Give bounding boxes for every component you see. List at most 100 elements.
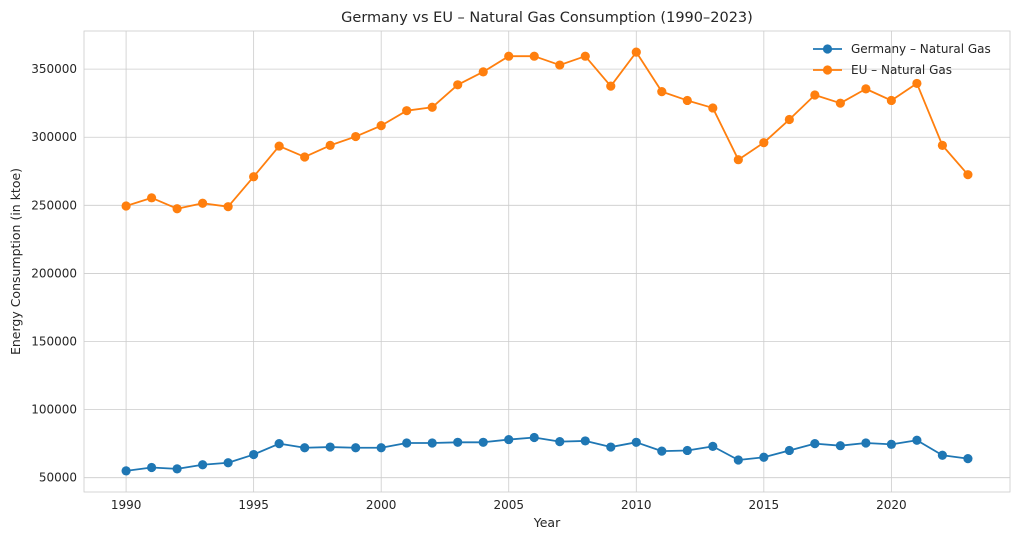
data-point — [147, 193, 157, 203]
x-tick-label: 2010 — [621, 498, 652, 512]
data-point — [606, 442, 616, 452]
legend: Germany – Natural Gas EU – Natural Gas — [813, 42, 991, 77]
x-axis-label: Year — [533, 515, 561, 530]
data-point — [300, 443, 310, 453]
data-point — [912, 435, 922, 445]
x-tick-label: 2015 — [749, 498, 780, 512]
data-point — [478, 437, 488, 447]
y-tick-label: 200000 — [31, 266, 77, 280]
y-tick-label: 250000 — [31, 198, 77, 212]
data-point — [733, 155, 743, 165]
data-point — [529, 51, 539, 61]
data-point — [376, 121, 386, 131]
data-point — [937, 450, 947, 460]
data-point — [937, 140, 947, 150]
legend-entry: EU – Natural Gas — [851, 63, 952, 77]
data-point — [784, 114, 794, 125]
data-point — [223, 202, 233, 212]
series-line — [125, 51, 969, 210]
grid — [84, 31, 1010, 492]
data-point — [147, 462, 157, 473]
data-point — [504, 434, 514, 445]
data-point — [121, 466, 131, 476]
x-tick-label: 1990 — [111, 498, 142, 512]
data-point — [708, 103, 718, 113]
series-0 — [121, 432, 973, 476]
data-point — [708, 441, 718, 451]
data-point — [861, 84, 871, 94]
data-point — [886, 95, 896, 106]
x-tick-label: 2000 — [366, 498, 397, 512]
data-point — [580, 436, 590, 446]
data-point — [325, 140, 335, 150]
data-point — [861, 438, 871, 448]
data-point — [912, 78, 922, 89]
series-layer — [121, 47, 973, 476]
data-point — [351, 131, 361, 142]
data-point — [784, 445, 794, 456]
y-tick-label: 50000 — [39, 471, 77, 485]
data-point — [631, 47, 641, 57]
data-point — [835, 98, 845, 108]
data-point — [121, 201, 131, 211]
data-point — [300, 152, 310, 162]
legend-marker — [822, 44, 833, 54]
data-point — [682, 95, 692, 106]
legend-entry: Germany – Natural Gas — [851, 42, 991, 56]
chart-title: Germany vs EU – Natural Gas Consumption … — [341, 10, 753, 26]
data-point — [427, 102, 437, 112]
data-point — [351, 443, 361, 453]
data-point — [402, 106, 412, 116]
plot-frame — [83, 30, 1011, 493]
data-point — [555, 437, 565, 447]
data-point — [529, 432, 539, 443]
x-tick-label: 2005 — [493, 498, 524, 512]
series-1 — [121, 47, 973, 214]
data-point — [606, 81, 616, 91]
data-point — [631, 437, 641, 447]
data-point — [325, 442, 335, 452]
data-point — [198, 198, 208, 208]
data-point — [657, 446, 667, 456]
y-tick-label: 150000 — [31, 335, 77, 349]
data-point — [172, 464, 182, 474]
data-point — [835, 441, 845, 451]
data-point — [198, 460, 208, 470]
data-point — [376, 443, 386, 453]
data-point — [580, 51, 590, 61]
data-point — [427, 438, 437, 448]
data-point — [810, 90, 820, 100]
data-point — [810, 439, 820, 449]
data-point — [453, 437, 463, 447]
data-point — [453, 80, 463, 90]
data-point — [963, 170, 973, 180]
series-line — [125, 436, 969, 472]
y-tick-label: 350000 — [31, 62, 77, 76]
data-point — [249, 449, 259, 460]
legend-marker — [822, 65, 833, 75]
data-point — [963, 454, 973, 464]
x-tick-label: 2020 — [876, 498, 907, 512]
data-point — [759, 138, 769, 148]
data-point — [223, 458, 233, 468]
y-tick-labels: 50000 100000 150000 200000 250000 300000 35000… — [31, 62, 77, 485]
data-point — [172, 204, 182, 214]
y-axis-label: Energy Consumption (in ktoe) — [8, 168, 23, 355]
data-point — [478, 67, 488, 77]
data-point — [274, 439, 284, 449]
data-point — [555, 60, 565, 70]
data-point — [759, 452, 769, 462]
x-tick-labels: 1990 1995 2000 2005 2010 2015 2020 — [111, 498, 907, 512]
y-tick-label: 300000 — [31, 130, 77, 144]
y-tick-label: 100000 — [31, 403, 77, 417]
data-point — [274, 141, 284, 151]
data-point — [504, 51, 514, 61]
data-point — [402, 438, 412, 448]
data-point — [682, 445, 692, 456]
data-point — [249, 172, 259, 182]
x-tick-label: 1995 — [238, 498, 269, 512]
data-point — [733, 455, 743, 465]
data-point — [657, 87, 667, 97]
data-point — [886, 439, 896, 449]
